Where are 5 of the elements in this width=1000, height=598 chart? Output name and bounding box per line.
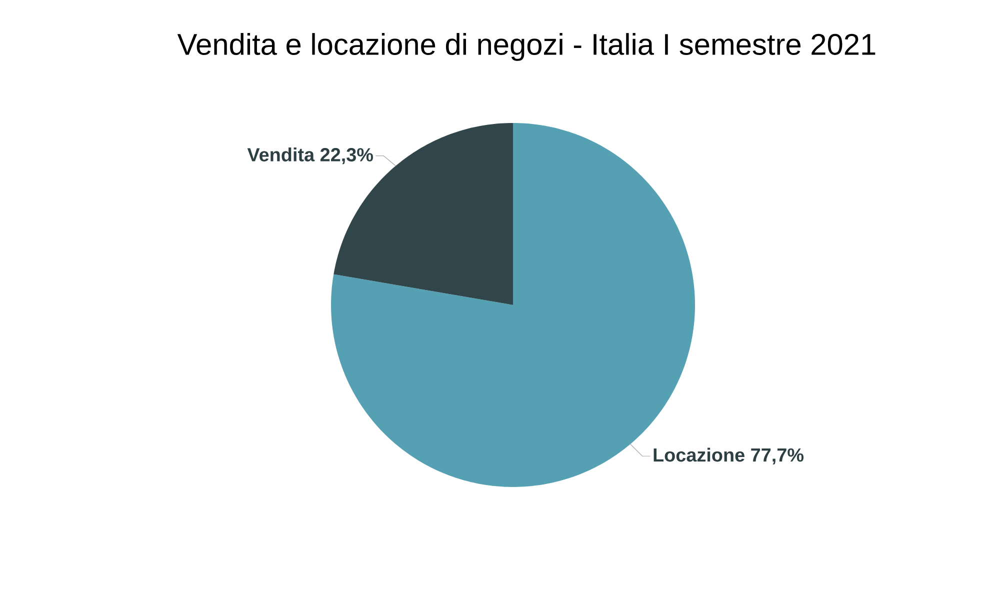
data-label: 77,7% <box>751 448 804 464</box>
chart-title: Vendita e locazione di negozi - Italia I semestre 2021 <box>177 33 876 61</box>
slice-label: Vendita <box>247 148 315 162</box>
slice-label: Locazione <box>654 448 744 462</box>
data-label: 22,3% <box>320 148 373 164</box>
